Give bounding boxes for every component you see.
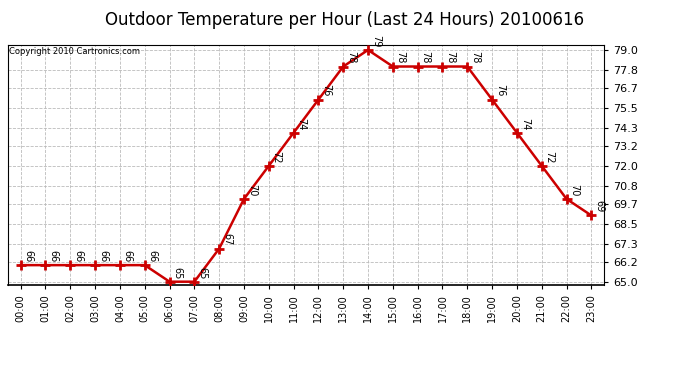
Text: 65: 65 xyxy=(172,267,182,279)
Text: 78: 78 xyxy=(395,51,406,64)
Text: 65: 65 xyxy=(197,267,207,279)
Text: 78: 78 xyxy=(346,51,356,64)
Text: Copyright 2010 Cartronics.com: Copyright 2010 Cartronics.com xyxy=(10,47,141,56)
Text: 79: 79 xyxy=(371,35,381,47)
Text: 76: 76 xyxy=(322,84,331,97)
Text: 74: 74 xyxy=(297,118,306,130)
Text: 67: 67 xyxy=(222,233,232,246)
Text: 66: 66 xyxy=(48,250,58,262)
Text: Outdoor Temperature per Hour (Last 24 Hours) 20100616: Outdoor Temperature per Hour (Last 24 Ho… xyxy=(106,11,584,29)
Text: 66: 66 xyxy=(23,250,33,262)
Text: 78: 78 xyxy=(445,51,455,64)
Text: 72: 72 xyxy=(272,150,282,163)
Text: 66: 66 xyxy=(148,250,157,262)
Text: 72: 72 xyxy=(544,150,555,163)
Text: 66: 66 xyxy=(98,250,108,262)
Text: 74: 74 xyxy=(520,118,530,130)
Text: 66: 66 xyxy=(123,250,132,262)
Text: 70: 70 xyxy=(569,184,580,196)
Text: 66: 66 xyxy=(73,250,83,262)
Text: 78: 78 xyxy=(420,51,431,64)
Text: 70: 70 xyxy=(247,184,257,196)
Text: 78: 78 xyxy=(470,51,480,64)
Text: 69: 69 xyxy=(594,201,604,213)
Text: 76: 76 xyxy=(495,84,505,97)
